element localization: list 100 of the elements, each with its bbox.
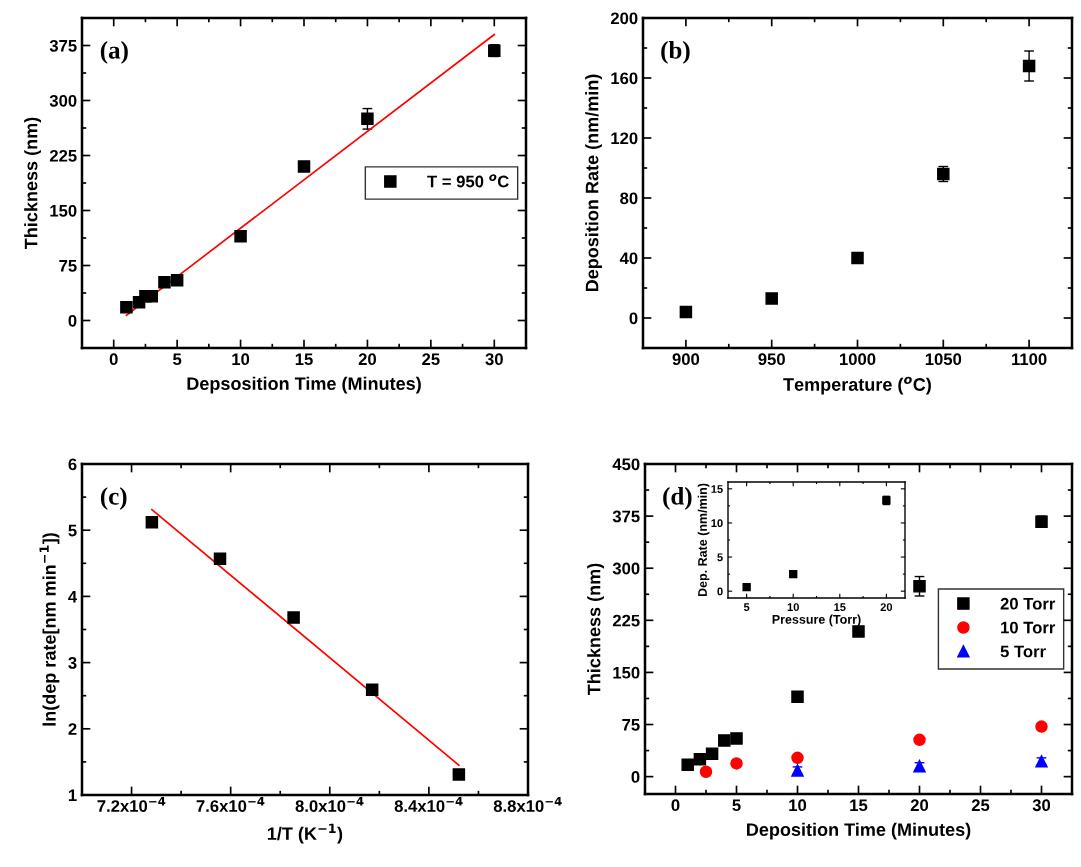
x-tick-label: 1000: [840, 353, 876, 366]
x-tick-label: 15: [834, 603, 846, 612]
x-tick-label: 8.4x10$^{−4}$: [394, 796, 463, 812]
point: [913, 733, 926, 747]
point: [705, 747, 719, 760]
x-tick-label: 1100: [1012, 353, 1047, 366]
y-axis-title: Deposition Rate (nm/min): [585, 74, 602, 292]
point: [145, 516, 159, 529]
x-tick-label: 30: [1032, 799, 1051, 812]
point: [681, 758, 694, 772]
point: [913, 580, 926, 593]
legend-label: T = 950 $^{o}$C: [427, 174, 509, 188]
y-tick-label: 375: [612, 510, 640, 523]
x-axis-title: 1/T (K$^{−1}$): [267, 823, 343, 844]
point: [699, 765, 713, 779]
y-tick-label: 150: [50, 204, 77, 217]
point: [791, 690, 804, 703]
annotation: (b): [661, 41, 690, 64]
point: [789, 569, 798, 579]
y-tick-label: 225: [612, 614, 640, 627]
x-axis-title: Temperature ($^{o}$C): [783, 376, 931, 395]
x-tick-label: 25: [422, 353, 440, 366]
point: [361, 112, 374, 126]
y-tick-label: 150: [613, 666, 640, 679]
x-axis-title: Depsosition Time (Minutes): [187, 376, 421, 394]
y-tick-label: 2: [68, 723, 77, 735]
y-tick-label: 80: [620, 192, 638, 205]
x-tick-label: 20: [880, 603, 893, 612]
x-tick-label: 5: [743, 603, 750, 612]
point: [1035, 515, 1048, 528]
y-tick-label: 75: [622, 719, 640, 731]
y-tick-label: 75: [59, 260, 77, 272]
point: [851, 251, 864, 265]
x-tick-label: 5: [173, 353, 182, 366]
x-tick-label: 10: [789, 799, 807, 812]
x-tick-label: 950: [758, 353, 785, 366]
y-tick-label: 375: [49, 39, 77, 52]
y-tick-label: 5: [68, 524, 77, 537]
y-axis-title: Thickness (nm): [587, 563, 604, 696]
point: [765, 292, 778, 305]
point: [742, 582, 751, 592]
point: [213, 552, 227, 565]
y-tick-label: 15: [711, 485, 723, 493]
point: [287, 611, 300, 624]
y-axis-title: Dep. Rate (nm/min): [697, 483, 710, 597]
x-tick-label: 7.2x10$^{−4}$: [97, 796, 166, 812]
point: [730, 732, 743, 745]
y-axis-title: Thickness (nm): [24, 117, 41, 250]
y-tick-label: 6: [68, 458, 77, 471]
annotation: (a): [100, 41, 128, 64]
point: [1022, 59, 1036, 73]
x-tick-label: 1050: [925, 353, 962, 366]
point: [297, 160, 311, 173]
point: [679, 305, 693, 319]
x-tick-label: 0: [671, 799, 680, 812]
point: [791, 751, 804, 765]
legend-label: 5 Torr: [1000, 645, 1046, 658]
point: [1035, 720, 1048, 733]
annotation: (c): [100, 487, 127, 510]
point: [730, 757, 743, 770]
y-tick-label: 300: [612, 562, 640, 575]
y-tick-label: 160: [611, 72, 638, 85]
point: [452, 768, 466, 781]
y-tick-label: 40: [619, 252, 638, 265]
y-tick-label: 300: [49, 94, 77, 107]
y-tick-label: 0: [631, 771, 640, 783]
x-tick-label: 20: [358, 353, 377, 366]
x-tick-label: 10: [787, 603, 799, 612]
y-tick-label: 3: [68, 657, 77, 669]
x-tick-label: 15: [295, 353, 313, 366]
legend-label: 10 Torr: [1001, 621, 1056, 634]
x-tick-label: 8.0x10$^{−4}$: [295, 796, 364, 812]
point: [718, 734, 731, 747]
y-tick-label: 4: [68, 590, 78, 603]
point: [365, 683, 379, 696]
point: [170, 273, 184, 287]
y-tick-label: 0: [68, 314, 77, 327]
x-tick-label: 20: [910, 799, 929, 812]
y-tick-label: 120: [611, 132, 638, 145]
x-tick-label: 25: [971, 799, 990, 812]
x-tick-label: 8.8x10$^{−4}$: [493, 796, 562, 812]
x-tick-label: 7.6x10$^{−4}$: [196, 796, 265, 812]
x-tick-label: 30: [485, 353, 503, 366]
x-tick-label: 900: [672, 353, 700, 366]
x-tick-label: 15: [850, 799, 868, 812]
annotation: (d): [663, 487, 692, 510]
x-tick-label: 0: [109, 353, 118, 366]
y-tick-label: 0: [717, 587, 723, 596]
y-tick-label: 1: [68, 789, 77, 802]
legend-label: 20 Torr: [1000, 597, 1056, 610]
point: [693, 753, 707, 766]
y-tick-label: 450: [612, 458, 640, 471]
y-tick-label: 0: [629, 312, 638, 325]
point: [120, 301, 133, 314]
point: [158, 276, 171, 289]
x-axis-title: Pressure (Torr): [772, 614, 861, 627]
y-tick-label: 200: [610, 12, 638, 25]
y-tick-label: 5: [717, 553, 723, 562]
y-axis-title: ln(dep rate[nm min$^{−1}$]): [39, 533, 60, 726]
y-tick-label: 10: [711, 519, 723, 528]
